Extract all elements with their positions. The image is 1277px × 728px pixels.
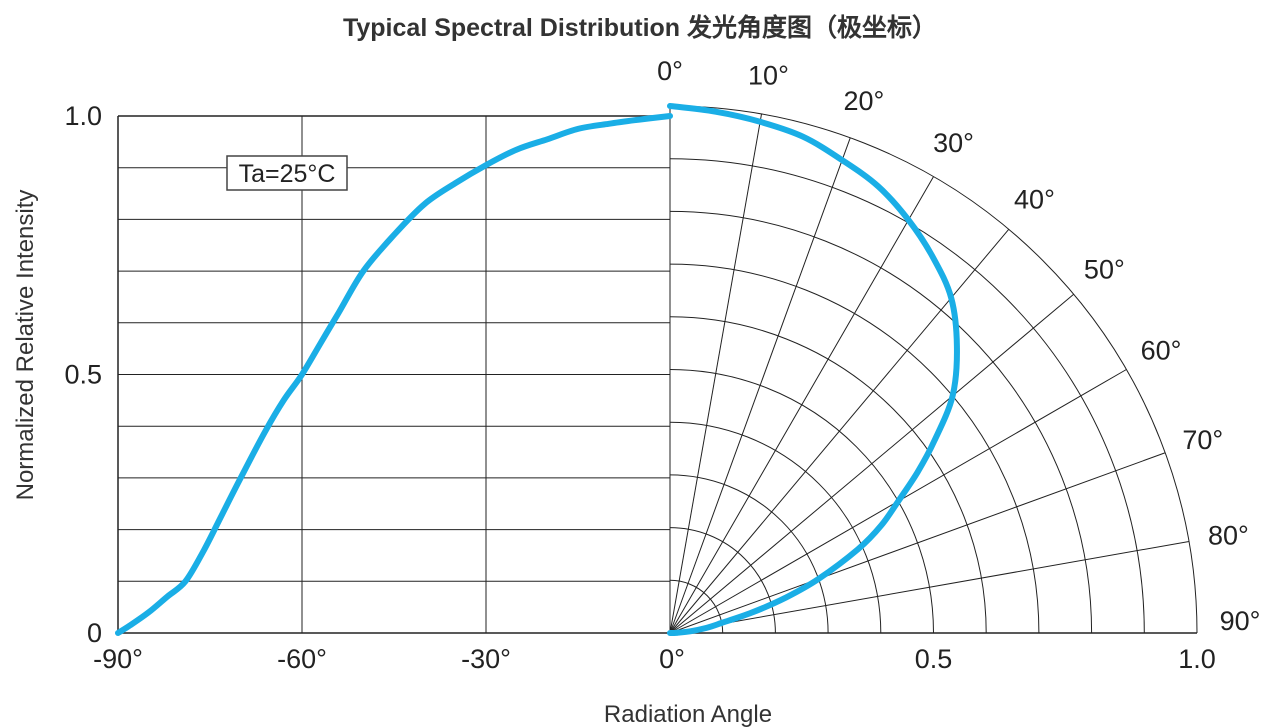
polar-angle-label: 70° <box>1182 425 1223 455</box>
polar-grid <box>669 105 1198 634</box>
series-line-polar <box>667 103 960 636</box>
polar-ring <box>669 105 1198 634</box>
polar-spoke <box>669 176 934 634</box>
x-tick-label: -90° <box>93 644 143 674</box>
polar-ring <box>669 263 1040 634</box>
polar-spoke <box>669 137 851 634</box>
polar-spoke <box>669 113 763 634</box>
polar-angle-label: 90° <box>1220 606 1261 636</box>
polar-angle-label: 20° <box>844 86 885 116</box>
annotation-box: Ta=25°C <box>226 155 348 191</box>
polar-ring <box>669 527 776 634</box>
polar-spoke <box>669 228 1010 634</box>
y-tick-label: 1.0 <box>64 101 102 131</box>
polar-angle-label: 40° <box>1014 185 1055 215</box>
polar-ring <box>669 369 934 634</box>
polar-angle-label: 30° <box>933 128 974 158</box>
polar-angle-label: 10° <box>748 61 789 91</box>
y-axis-label: Normalized Relative Intensity <box>12 190 39 501</box>
y-tick-label: 0.5 <box>64 360 102 390</box>
labels: -90° -60° -30° 0° 0 0.5 1.0 0.5 1.0 0° 10° 20° 30° 40… <box>64 56 1260 674</box>
polar-radius-tick-label: 1.0 <box>1178 644 1216 674</box>
polar-ring <box>669 210 1093 634</box>
polar-angle-label: 50° <box>1084 255 1125 285</box>
x-tick-label: -60° <box>277 644 327 674</box>
polar-ring <box>669 421 882 634</box>
series-line-cartesian <box>115 113 673 636</box>
polar-angle-label: 0° <box>657 56 683 86</box>
polar-ring <box>669 474 829 634</box>
x-tick-label: -30° <box>461 644 511 674</box>
x-tick-label: 0° <box>659 644 685 674</box>
polar-spoke <box>669 452 1166 634</box>
annotation-text: Ta=25°C <box>239 160 336 188</box>
polar-ring <box>669 158 1145 634</box>
curves <box>115 103 960 636</box>
polar-ring <box>669 316 987 634</box>
polar-spoke <box>669 540 1190 634</box>
chart-title: Typical Spectral Distribution 发光角度图（极坐标） <box>343 13 937 42</box>
y-tick-label: 0 <box>87 618 102 648</box>
axes <box>117 115 1197 634</box>
polar-spoke <box>669 293 1075 634</box>
polar-radius-tick-label: 0.5 <box>915 644 953 674</box>
polar-angle-label: 60° <box>1141 336 1182 366</box>
polar-angle-label: 80° <box>1208 521 1249 551</box>
x-axis-label: Radiation Angle <box>604 701 772 728</box>
